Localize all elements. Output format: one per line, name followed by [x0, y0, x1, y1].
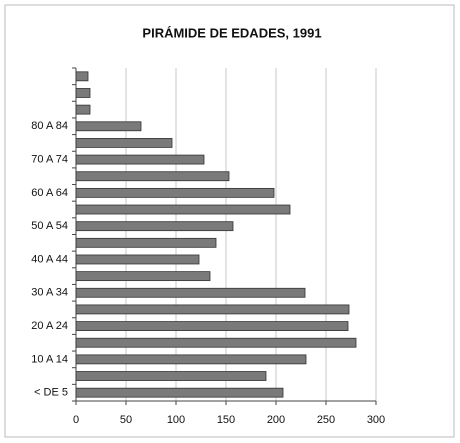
bar — [75, 371, 267, 381]
bar — [75, 304, 350, 315]
bar — [75, 354, 307, 365]
bar — [75, 104, 91, 115]
bar — [75, 71, 89, 82]
x-tick-label: 50 — [120, 414, 132, 426]
y-tick-label: 50 A 54 — [31, 220, 68, 232]
y-tick-label: 70 A 74 — [31, 153, 68, 165]
x-tick-label: 150 — [217, 414, 235, 426]
bar — [75, 321, 349, 331]
x-tick-label: 100 — [167, 414, 185, 426]
y-tick-label: 10 A 14 — [31, 353, 68, 365]
x-tick-label: 200 — [267, 414, 285, 426]
bar — [75, 271, 211, 282]
y-tick-label: 40 A 44 — [31, 253, 68, 265]
bar — [75, 187, 275, 198]
bar — [75, 154, 205, 165]
bar — [75, 287, 306, 298]
y-tick-label: < DE 5 — [34, 387, 68, 399]
y-tick-label: 80 A 84 — [31, 120, 68, 132]
x-tick-label: 250 — [317, 414, 335, 426]
bar — [75, 204, 291, 215]
bar — [75, 237, 217, 248]
bar — [75, 387, 284, 398]
bar — [75, 88, 91, 98]
bar — [75, 221, 234, 232]
y-tick-label: 30 A 34 — [31, 287, 68, 299]
y-tick-label: 20 A 24 — [31, 320, 68, 332]
bar — [75, 254, 200, 265]
bar — [75, 337, 357, 348]
y-tick-label: 60 A 64 — [31, 187, 68, 199]
chart-title: PIRÁMIDE DE EDADES, 1991 — [142, 25, 321, 40]
x-tick-label: 0 — [73, 414, 79, 426]
bar — [75, 171, 230, 182]
bar — [75, 138, 173, 148]
bar — [75, 121, 142, 132]
x-tick-label: 300 — [367, 414, 385, 426]
